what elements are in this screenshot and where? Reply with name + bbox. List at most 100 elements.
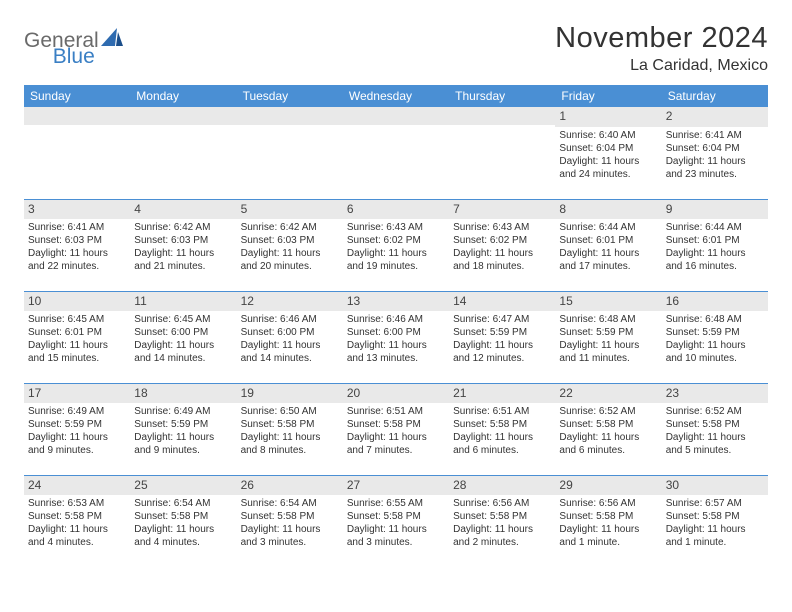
day-sunset: Sunset: 5:58 PM <box>347 510 445 523</box>
day-header: Monday <box>130 85 236 107</box>
calendar-day-cell: 17Sunrise: 6:49 AMSunset: 5:59 PMDayligh… <box>24 383 130 475</box>
title-block: November 2024 La Caridad, Mexico <box>555 22 768 75</box>
day-number: 10 <box>24 292 130 312</box>
day-sunrise: Sunrise: 6:49 AM <box>134 405 232 418</box>
logo-sail-icon <box>101 28 123 53</box>
day-number: 12 <box>237 292 343 312</box>
calendar-day-cell: 1Sunrise: 6:40 AMSunset: 6:04 PMDaylight… <box>555 107 661 199</box>
day-details: Sunrise: 6:49 AMSunset: 5:59 PMDaylight:… <box>24 403 130 461</box>
calendar-day-cell <box>343 107 449 199</box>
calendar-day-cell: 19Sunrise: 6:50 AMSunset: 5:58 PMDayligh… <box>237 383 343 475</box>
day-number: 24 <box>24 476 130 496</box>
day-details: Sunrise: 6:56 AMSunset: 5:58 PMDaylight:… <box>555 495 661 553</box>
day-daylight: Daylight: 11 hours and 1 minute. <box>559 523 657 549</box>
day-sunrise: Sunrise: 6:56 AM <box>453 497 551 510</box>
logo-text-blue: Blue <box>53 45 95 68</box>
day-sunset: Sunset: 6:00 PM <box>347 326 445 339</box>
calendar-day-cell: 15Sunrise: 6:48 AMSunset: 5:59 PMDayligh… <box>555 291 661 383</box>
day-details: Sunrise: 6:40 AMSunset: 6:04 PMDaylight:… <box>555 127 661 185</box>
day-details <box>343 125 449 185</box>
calendar-day-cell: 20Sunrise: 6:51 AMSunset: 5:58 PMDayligh… <box>343 383 449 475</box>
day-number: 14 <box>449 292 555 312</box>
day-sunset: Sunset: 6:00 PM <box>134 326 232 339</box>
day-daylight: Daylight: 11 hours and 16 minutes. <box>666 247 764 273</box>
calendar-day-cell: 5Sunrise: 6:42 AMSunset: 6:03 PMDaylight… <box>237 199 343 291</box>
day-number: 27 <box>343 476 449 496</box>
calendar-day-cell: 30Sunrise: 6:57 AMSunset: 5:58 PMDayligh… <box>662 475 768 567</box>
day-sunrise: Sunrise: 6:42 AM <box>241 221 339 234</box>
day-sunset: Sunset: 6:01 PM <box>666 234 764 247</box>
day-sunrise: Sunrise: 6:41 AM <box>28 221 126 234</box>
day-number: 28 <box>449 476 555 496</box>
day-details: Sunrise: 6:55 AMSunset: 5:58 PMDaylight:… <box>343 495 449 553</box>
calendar-week-row: 17Sunrise: 6:49 AMSunset: 5:59 PMDayligh… <box>24 383 768 475</box>
day-sunset: Sunset: 5:59 PM <box>666 326 764 339</box>
day-details: Sunrise: 6:54 AMSunset: 5:58 PMDaylight:… <box>237 495 343 553</box>
day-daylight: Daylight: 11 hours and 18 minutes. <box>453 247 551 273</box>
day-details <box>237 125 343 185</box>
calendar-day-cell: 28Sunrise: 6:56 AMSunset: 5:58 PMDayligh… <box>449 475 555 567</box>
day-daylight: Daylight: 11 hours and 9 minutes. <box>134 431 232 457</box>
day-number <box>343 107 449 125</box>
calendar-page: General Blue November 2024 La Caridad, M… <box>0 0 792 577</box>
calendar-day-cell: 10Sunrise: 6:45 AMSunset: 6:01 PMDayligh… <box>24 291 130 383</box>
day-daylight: Daylight: 11 hours and 20 minutes. <box>241 247 339 273</box>
day-details: Sunrise: 6:46 AMSunset: 6:00 PMDaylight:… <box>343 311 449 369</box>
day-number: 22 <box>555 384 661 404</box>
day-header: Thursday <box>449 85 555 107</box>
day-sunset: Sunset: 6:01 PM <box>28 326 126 339</box>
day-sunset: Sunset: 6:03 PM <box>134 234 232 247</box>
day-sunrise: Sunrise: 6:40 AM <box>559 129 657 142</box>
location-label: La Caridad, Mexico <box>555 57 768 75</box>
calendar-day-cell: 14Sunrise: 6:47 AMSunset: 5:59 PMDayligh… <box>449 291 555 383</box>
day-details <box>130 125 236 185</box>
header: General Blue November 2024 La Caridad, M… <box>24 22 768 75</box>
day-sunset: Sunset: 5:58 PM <box>347 418 445 431</box>
day-daylight: Daylight: 11 hours and 19 minutes. <box>347 247 445 273</box>
calendar-day-cell: 16Sunrise: 6:48 AMSunset: 5:59 PMDayligh… <box>662 291 768 383</box>
calendar-day-cell: 2Sunrise: 6:41 AMSunset: 6:04 PMDaylight… <box>662 107 768 199</box>
day-sunrise: Sunrise: 6:45 AM <box>134 313 232 326</box>
day-daylight: Daylight: 11 hours and 8 minutes. <box>241 431 339 457</box>
day-details: Sunrise: 6:45 AMSunset: 6:01 PMDaylight:… <box>24 311 130 369</box>
day-details: Sunrise: 6:41 AMSunset: 6:04 PMDaylight:… <box>662 127 768 185</box>
day-sunrise: Sunrise: 6:46 AM <box>347 313 445 326</box>
day-details: Sunrise: 6:48 AMSunset: 5:59 PMDaylight:… <box>662 311 768 369</box>
calendar-day-cell: 23Sunrise: 6:52 AMSunset: 5:58 PMDayligh… <box>662 383 768 475</box>
day-number: 20 <box>343 384 449 404</box>
day-number: 1 <box>555 107 661 127</box>
day-sunrise: Sunrise: 6:53 AM <box>28 497 126 510</box>
day-number: 18 <box>130 384 236 404</box>
day-number: 4 <box>130 200 236 220</box>
day-sunrise: Sunrise: 6:47 AM <box>453 313 551 326</box>
day-details: Sunrise: 6:49 AMSunset: 5:59 PMDaylight:… <box>130 403 236 461</box>
day-sunset: Sunset: 5:59 PM <box>134 418 232 431</box>
day-daylight: Daylight: 11 hours and 9 minutes. <box>28 431 126 457</box>
day-sunrise: Sunrise: 6:57 AM <box>666 497 764 510</box>
day-details: Sunrise: 6:56 AMSunset: 5:58 PMDaylight:… <box>449 495 555 553</box>
calendar-day-cell <box>24 107 130 199</box>
calendar-day-cell: 6Sunrise: 6:43 AMSunset: 6:02 PMDaylight… <box>343 199 449 291</box>
calendar-day-cell: 7Sunrise: 6:43 AMSunset: 6:02 PMDaylight… <box>449 199 555 291</box>
day-number: 3 <box>24 200 130 220</box>
logo: General Blue <box>24 28 165 53</box>
day-number <box>449 107 555 125</box>
day-details: Sunrise: 6:52 AMSunset: 5:58 PMDaylight:… <box>555 403 661 461</box>
day-details: Sunrise: 6:43 AMSunset: 6:02 PMDaylight:… <box>449 219 555 277</box>
day-details: Sunrise: 6:46 AMSunset: 6:00 PMDaylight:… <box>237 311 343 369</box>
day-daylight: Daylight: 11 hours and 17 minutes. <box>559 247 657 273</box>
day-daylight: Daylight: 11 hours and 10 minutes. <box>666 339 764 365</box>
day-number <box>237 107 343 125</box>
day-daylight: Daylight: 11 hours and 13 minutes. <box>347 339 445 365</box>
day-daylight: Daylight: 11 hours and 7 minutes. <box>347 431 445 457</box>
day-number: 8 <box>555 200 661 220</box>
day-sunset: Sunset: 5:58 PM <box>666 418 764 431</box>
day-sunrise: Sunrise: 6:48 AM <box>559 313 657 326</box>
day-sunrise: Sunrise: 6:43 AM <box>347 221 445 234</box>
day-header: Friday <box>555 85 661 107</box>
day-details: Sunrise: 6:51 AMSunset: 5:58 PMDaylight:… <box>343 403 449 461</box>
day-sunset: Sunset: 6:01 PM <box>559 234 657 247</box>
day-sunset: Sunset: 6:00 PM <box>241 326 339 339</box>
day-number: 7 <box>449 200 555 220</box>
day-sunset: Sunset: 5:58 PM <box>134 510 232 523</box>
